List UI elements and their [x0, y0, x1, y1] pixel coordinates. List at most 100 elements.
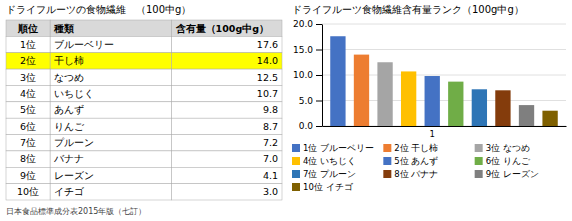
legend-swatch: [292, 144, 300, 152]
table-cell: [172, 135, 282, 151]
table-cell: [50, 53, 171, 69]
y-tick: 10.0: [293, 70, 322, 80]
table-text: 12.5: [257, 72, 278, 83]
table-text: イチゴ: [54, 186, 85, 197]
legend-label: 9位 レーズン: [486, 169, 539, 179]
table-cell: [172, 167, 282, 183]
table-cell: [6, 118, 50, 134]
table-cell: [6, 184, 50, 200]
y-tick: 20.0: [293, 19, 322, 29]
y-tick-mark: [316, 24, 322, 25]
bar: [377, 62, 392, 126]
y-tick-label: 20.0: [293, 19, 313, 29]
bar: [401, 71, 416, 126]
table-text: 8.7: [263, 121, 278, 132]
table-text: なつめ: [54, 72, 84, 83]
bar: [495, 90, 510, 126]
table-cell: [172, 53, 282, 69]
table-cell: [6, 102, 50, 118]
x-axis-line: [323, 126, 567, 127]
table-text: りんご: [54, 121, 85, 132]
table-cell: [172, 118, 282, 134]
grid-line: [322, 49, 566, 50]
legend-swatch: [475, 170, 483, 178]
y-tick-label: 5.0: [299, 96, 314, 106]
y-axis: 0.05.010.015.020.0: [293, 19, 323, 131]
footer: 日本食品標準成分表2015年版（七訂）: [6, 207, 146, 216]
legend-swatch: [475, 144, 483, 152]
x-axis: [323, 126, 567, 127]
table-cell: [50, 102, 171, 118]
legend-item: 5位 あんず: [383, 156, 438, 166]
table-title: ドライフルーツの食物繊維 （100中g）: [6, 4, 191, 15]
table-cell: [50, 85, 171, 101]
table-text: レーズン: [54, 170, 94, 181]
grid-line: [322, 24, 566, 25]
table-cell: [172, 85, 282, 101]
legend-label: 7位 プルーン: [303, 169, 356, 179]
legend-item: 2位 干し柿: [383, 143, 438, 153]
table-text: 1位: [20, 39, 36, 50]
table-cell: [172, 36, 282, 52]
legend-label: 3位 なつめ: [486, 143, 530, 153]
legend-swatch: [383, 170, 391, 178]
table-text: 干し柿: [54, 55, 84, 66]
legend-label: 2位 干し柿: [394, 143, 438, 153]
bar: [425, 76, 440, 126]
table-text: 17.6: [257, 39, 278, 50]
table-cell: [50, 151, 171, 167]
y-tick-mark: [316, 50, 322, 51]
table-cell: [6, 135, 50, 151]
table-cell: [50, 118, 171, 134]
table-text: 8位: [20, 153, 36, 164]
legend-item: 4位 いちじく: [292, 156, 356, 166]
table-text: 2位: [20, 55, 36, 66]
y-tick-mark: [316, 126, 322, 127]
y-tick-label: 0.0: [299, 121, 314, 131]
table-text: 9位: [20, 170, 36, 181]
bar-chart: ドライフルーツ食物繊維含有量ランク（100g中g）0.05.010.015.02…: [292, 4, 567, 192]
table-cell: [6, 36, 50, 52]
table-text: 7位: [20, 137, 36, 148]
legend-swatch: [292, 157, 300, 165]
table-cell: [50, 69, 171, 85]
table-text: 10位: [17, 186, 39, 197]
bar: [354, 55, 369, 126]
table-header: 含有量（100g中g）: [175, 23, 269, 34]
legend-swatch: [383, 157, 391, 165]
table-cell: [6, 69, 50, 85]
table-cell: [6, 151, 50, 167]
table-text: 7.0: [263, 153, 278, 164]
table-cell: [172, 69, 282, 85]
legend-label: 1位 ブルーベリー: [303, 143, 374, 153]
legend-label: 8位 バナナ: [394, 169, 438, 179]
legend: 1位 ブルーベリー 2位 干し柿 3位 なつめ 4位 いちじく 5位 あんず 6位 りんご…: [292, 143, 539, 192]
legend-item: 1位 ブルーベリー: [292, 143, 374, 153]
y-tick-mark: [316, 101, 322, 102]
y-tick: 0.0: [299, 121, 322, 131]
table-cell: [50, 167, 171, 183]
table-header-cell: [172, 20, 282, 36]
table-text: いちじく: [54, 88, 94, 99]
table-text: 10.7: [257, 88, 278, 99]
legend-item: 6位 りんご: [475, 156, 531, 166]
legend-label: 5位 あんず: [394, 156, 438, 166]
annotation: 1: [430, 129, 435, 139]
legend-swatch: [475, 157, 483, 165]
table-cell: [50, 184, 171, 200]
legend-label: 4位 いちじく: [303, 156, 356, 166]
legend-label: 10位 イチゴ: [303, 182, 354, 192]
table-text: 3位: [20, 72, 36, 83]
table-text: 4位: [20, 88, 36, 99]
legend-item: 10位 イチゴ: [292, 182, 354, 192]
table-cell: [50, 36, 171, 52]
legend-swatch: [292, 170, 300, 178]
table-cell: [50, 135, 171, 151]
legend-swatch: [292, 183, 300, 191]
table-text: 5位: [20, 104, 36, 115]
table-text: 3.0: [263, 186, 278, 197]
table-cell: [6, 53, 50, 69]
table-cell: [172, 102, 282, 118]
bar: [330, 36, 345, 126]
table-header-cell: [6, 20, 50, 36]
